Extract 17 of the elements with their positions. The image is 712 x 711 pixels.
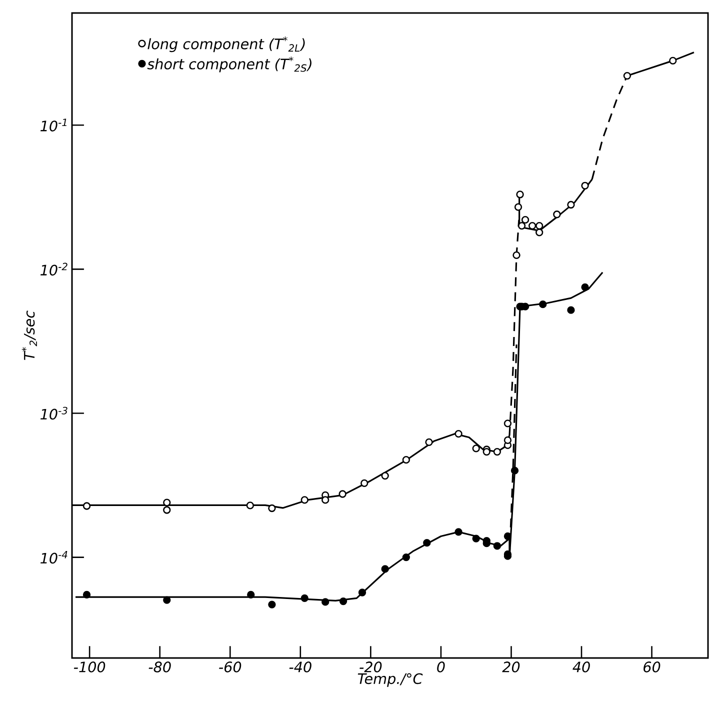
- x-tick-label: -60: [219, 662, 242, 672]
- y-tick-label: 10$^{-3}$: [40, 406, 68, 420]
- x-tick-label: 0: [437, 662, 445, 672]
- x-tick-label: -80: [148, 662, 171, 672]
- y-tick-label: 10$^{-4}$: [40, 550, 68, 564]
- x-axis-title: Temp./°C: [358, 673, 423, 687]
- x-tick-label: -40: [289, 662, 312, 672]
- x-tick-label: 20: [502, 662, 520, 672]
- legend-label: short component (T$^{*}$$_{2S}$): [147, 56, 312, 72]
- y-tick-label: 10$^{-2}$: [40, 262, 68, 276]
- y-axis-title: T$^{*}$$_{2}$/sec: [22, 310, 37, 360]
- y-tick-label: 10$^{-1}$: [40, 118, 66, 132]
- x-tick-label: 40: [572, 662, 590, 672]
- x-tick-label: -20: [360, 662, 382, 672]
- legend-label: long component (T$^{*}$$_{2L}$): [148, 36, 305, 52]
- x-tick-label: 60: [644, 662, 660, 672]
- x-tick-label: -100: [74, 662, 106, 672]
